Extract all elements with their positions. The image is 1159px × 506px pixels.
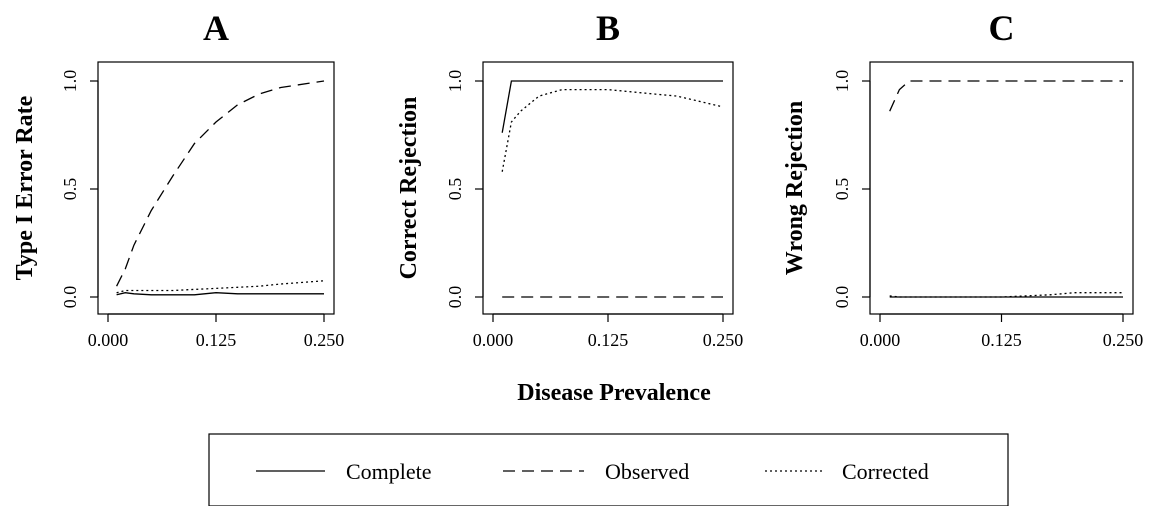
y-axis-label: Correct Rejection bbox=[396, 97, 422, 280]
series-corrected bbox=[889, 292, 1123, 298]
plot-frame bbox=[97, 61, 335, 315]
panel-title: A bbox=[203, 8, 229, 48]
x-tick-label: 0.125 bbox=[196, 330, 237, 350]
legend-label-complete: Complete bbox=[346, 459, 432, 484]
panel-title: C bbox=[989, 8, 1015, 48]
legend-label-corrected: Corrected bbox=[842, 459, 929, 484]
y-tick-label: 0.0 bbox=[445, 286, 465, 309]
y-tick-label: 0.0 bbox=[832, 286, 852, 309]
y-axis-label: Wrong Rejection bbox=[782, 101, 808, 275]
y-tick-label: 0.5 bbox=[60, 178, 80, 201]
x-axis-label: Disease Prevalence bbox=[517, 380, 711, 406]
x-tick-label: 0.125 bbox=[588, 330, 629, 350]
legend: Complete Observed Corrected bbox=[208, 433, 1009, 506]
y-tick-label: 0.0 bbox=[60, 286, 80, 309]
x-tick-label: 0.250 bbox=[304, 330, 345, 350]
panel-b: B Correct Rejection 0.000 0.125 0.250 0.0 0.5 1… bbox=[396, 8, 743, 350]
series-complete bbox=[501, 80, 723, 133]
x-tick-label: 0.250 bbox=[1103, 330, 1144, 350]
legend-box bbox=[208, 433, 1009, 506]
y-tick-label: 1.0 bbox=[445, 70, 465, 93]
panel-title: B bbox=[596, 8, 620, 48]
y-axis-label: Type I Error Rate bbox=[12, 95, 38, 280]
x-tick-label: 0.000 bbox=[88, 330, 129, 350]
x-tick-label: 0.250 bbox=[703, 330, 744, 350]
panel-a: A Type I Error Rate 0.000 0.125 0.250 0.0 0.5 1… bbox=[12, 8, 344, 350]
y-tick-label: 1.0 bbox=[60, 70, 80, 93]
x-tick-label: 0.000 bbox=[860, 330, 901, 350]
legend-label-observed: Observed bbox=[605, 459, 689, 484]
y-tick-label: 0.5 bbox=[445, 178, 465, 201]
panels: A Type I Error Rate 0.000 0.125 0.250 0.0 0.5 1… bbox=[12, 8, 1143, 350]
x-tick-label: 0.000 bbox=[473, 330, 514, 350]
x-tick-label: 0.125 bbox=[981, 330, 1022, 350]
series-observed bbox=[116, 80, 325, 287]
y-tick-label: 0.5 bbox=[832, 178, 852, 201]
plot-frame bbox=[869, 61, 1134, 315]
y-tick-label: 1.0 bbox=[832, 70, 852, 93]
series-corrected bbox=[116, 280, 325, 294]
panel-c: C Wrong Rejection 0.000 0.125 0.250 0.0 0.5 1.0 bbox=[782, 8, 1143, 350]
series-observed bbox=[889, 80, 1123, 112]
series-corrected bbox=[501, 88, 724, 172]
series-complete bbox=[116, 292, 324, 296]
